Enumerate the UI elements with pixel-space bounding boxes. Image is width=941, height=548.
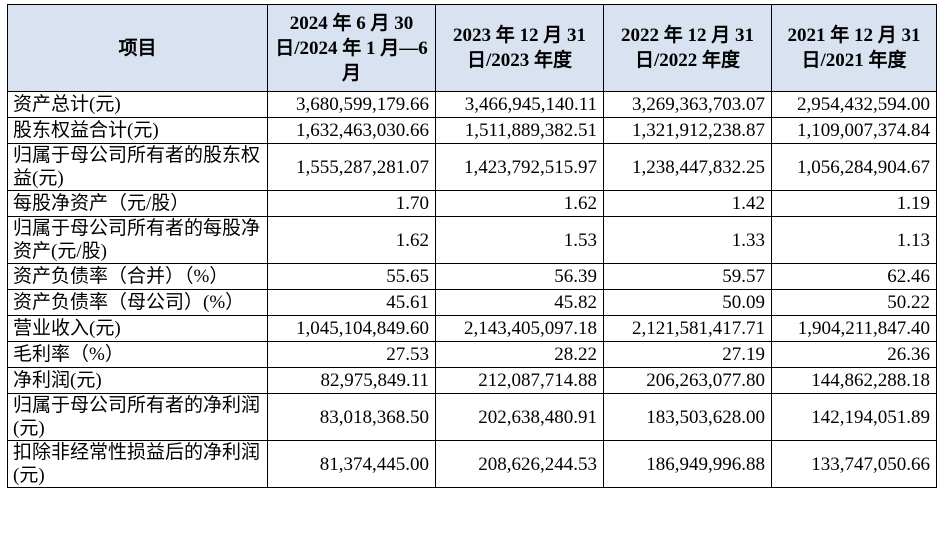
row-value: 1.70 (267, 190, 436, 217)
row-value: 1,321,912,238.87 (603, 117, 772, 144)
row-value: 3,680,599,179.66 (267, 91, 436, 118)
row-value: 81,374,445.00 (267, 440, 436, 488)
row-value: 83,018,368.50 (267, 393, 436, 441)
row-label: 资产负债率（母公司）(%） (7, 289, 268, 316)
row-value: 1.62 (435, 190, 604, 217)
row-value: 1,423,792,515.97 (435, 143, 604, 191)
row-value: 1,555,287,281.07 (267, 143, 436, 191)
table-row: 每股净资产（元/股） 1.70 1.62 1.42 1.19 (7, 190, 937, 217)
row-value: 1,109,007,374.84 (771, 117, 937, 144)
row-label: 归属于母公司所有者的净利润(元) (7, 393, 268, 441)
row-label: 股东权益合计(元) (7, 117, 268, 144)
row-value: 1,511,889,382.51 (435, 117, 604, 144)
row-value: 28.22 (435, 341, 604, 368)
row-value: 2,143,405,097.18 (435, 315, 604, 342)
header-2021: 2021 年 12 月 31 日/2021 年度 (771, 4, 937, 92)
row-value: 55.65 (267, 263, 436, 290)
row-value: 206,263,077.80 (603, 367, 772, 394)
row-value: 1.62 (267, 216, 436, 264)
table-row: 归属于母公司所有者的每股净资产(元/股) 1.62 1.53 1.33 1.13 (7, 216, 937, 264)
row-value: 1,238,447,832.25 (603, 143, 772, 191)
header-2023: 2023 年 12 月 31 日/2023 年度 (435, 4, 604, 92)
row-value: 50.22 (771, 289, 937, 316)
row-label: 归属于母公司所有者的股东权益(元) (7, 143, 268, 191)
row-label: 资产总计(元) (7, 91, 268, 118)
row-label: 净利润(元) (7, 367, 268, 394)
row-value: 212,087,714.88 (435, 367, 604, 394)
row-value: 183,503,628.00 (603, 393, 772, 441)
row-value: 2,121,581,417.71 (603, 315, 772, 342)
row-value: 144,862,288.18 (771, 367, 937, 394)
row-value: 133,747,050.66 (771, 440, 937, 488)
row-value: 26.36 (771, 341, 937, 368)
row-label: 扣除非经常性损益后的净利润(元) (7, 440, 268, 488)
row-value: 1,904,211,847.40 (771, 315, 937, 342)
table-row: 毛利率（%） 27.53 28.22 27.19 26.36 (7, 341, 937, 368)
row-value: 56.39 (435, 263, 604, 290)
row-value: 1,632,463,030.66 (267, 117, 436, 144)
table-body: 资产总计(元) 3,680,599,179.66 3,466,945,140.11 3… (7, 91, 937, 488)
row-value: 1,045,104,849.60 (267, 315, 436, 342)
row-value: 50.09 (603, 289, 772, 316)
row-value: 208,626,244.53 (435, 440, 604, 488)
row-value: 186,949,996.88 (603, 440, 772, 488)
table-row: 归属于母公司所有者的股东权益(元) 1,555,287,281.07 1,423,7… (7, 143, 937, 191)
table-row: 扣除非经常性损益后的净利润(元) 81,374,445.00 208,626,244… (7, 440, 937, 488)
row-label: 归属于母公司所有者的每股净资产(元/股) (7, 216, 268, 264)
row-value: 142,194,051.89 (771, 393, 937, 441)
table-row: 资产总计(元) 3,680,599,179.66 3,466,945,140.11 3… (7, 91, 937, 118)
row-value: 82,975,849.11 (267, 367, 436, 394)
row-value: 62.46 (771, 263, 937, 290)
header-2022: 2022 年 12 月 31 日/2022 年度 (603, 4, 772, 92)
row-label: 每股净资产（元/股） (7, 190, 268, 217)
table-row: 净利润(元) 82,975,849.11 212,087,714.88 206,263… (7, 367, 937, 394)
row-value: 1.53 (435, 216, 604, 264)
table-row: 资产负债率（母公司）(%） 45.61 45.82 50.09 50.22 (7, 289, 937, 316)
row-value: 1.33 (603, 216, 772, 264)
row-value: 1.13 (771, 216, 937, 264)
row-label: 资产负债率（合并）（%） (7, 263, 268, 290)
row-value: 1.19 (771, 190, 937, 217)
table-row: 资产负债率（合并）（%） 55.65 56.39 59.57 62.46 (7, 263, 937, 290)
row-value: 2,954,432,594.00 (771, 91, 937, 118)
row-value: 1.42 (603, 190, 772, 217)
header-row: 项目 2024 年 6 月 30 日/2024 年 1 月—6 月 2023 年… (7, 4, 937, 92)
row-label: 毛利率（%） (7, 341, 268, 368)
row-label: 营业收入(元) (7, 315, 268, 342)
row-value: 45.61 (267, 289, 436, 316)
row-value: 3,269,363,703.07 (603, 91, 772, 118)
table-row: 股东权益合计(元) 1,632,463,030.66 1,511,889,382.5… (7, 117, 937, 144)
row-value: 27.53 (267, 341, 436, 368)
row-value: 27.19 (603, 341, 772, 368)
row-value: 1,056,284,904.67 (771, 143, 937, 191)
header-item: 项目 (7, 4, 268, 92)
row-value: 59.57 (603, 263, 772, 290)
row-value: 202,638,480.91 (435, 393, 604, 441)
header-2024h1: 2024 年 6 月 30 日/2024 年 1 月—6 月 (267, 4, 436, 92)
row-value: 45.82 (435, 289, 604, 316)
table-row: 营业收入(元) 1,045,104,849.60 2,143,405,097.18 2… (7, 315, 937, 342)
table-row: 归属于母公司所有者的净利润(元) 83,018,368.50 202,638,480… (7, 393, 937, 441)
table-header: 项目 2024 年 6 月 30 日/2024 年 1 月—6 月 2023 年… (7, 4, 937, 92)
financial-summary-table: 项目 2024 年 6 月 30 日/2024 年 1 月—6 月 2023 年… (7, 4, 937, 488)
row-value: 3,466,945,140.11 (435, 91, 604, 118)
